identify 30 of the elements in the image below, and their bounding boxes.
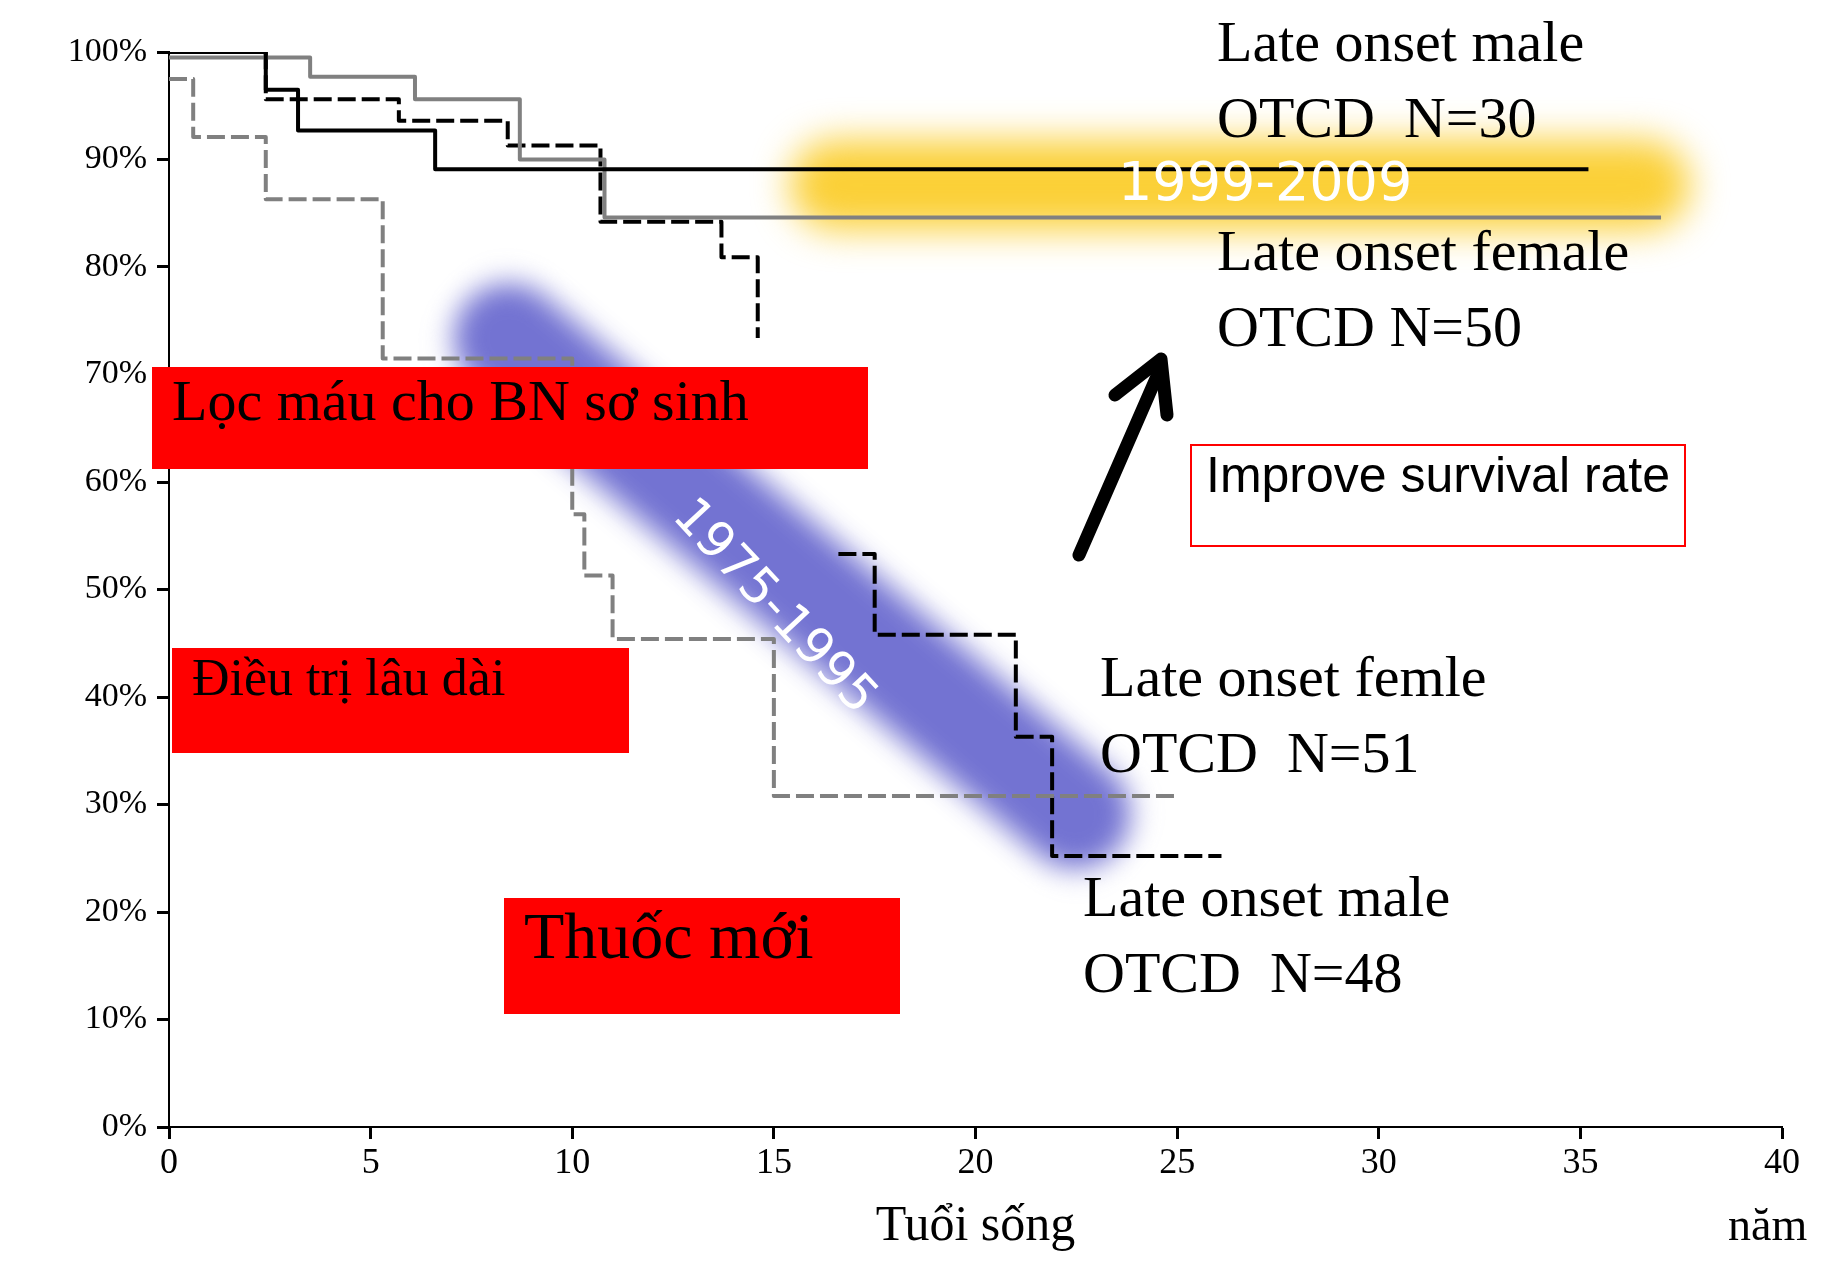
series-label: Late onset femle OTCD N=51 (1100, 644, 1487, 785)
x-axis-title: Tuổi sống (875, 1195, 1076, 1252)
series-label: Late onset male OTCD N=30 (1217, 9, 1585, 150)
x-tick-label: 0 (160, 1141, 178, 1182)
y-tick-label: 30% (84, 783, 147, 821)
x-tick-label: 40 (1764, 1141, 1800, 1182)
y-tick-label: 70% (84, 353, 147, 391)
annotation: Lọc máu cho BN sơ sinh (152, 367, 868, 469)
x-tick-label: 25 (1159, 1141, 1196, 1182)
y-tick-label: 60% (84, 460, 147, 498)
y-tick-label: 0% (101, 1105, 147, 1143)
annotation: Thuốc mới (504, 898, 900, 1014)
x-tick-label: 35 (1562, 1141, 1599, 1182)
y-tick-label: 10% (84, 998, 147, 1036)
x-tick-label: 5 (361, 1141, 380, 1182)
y-tick-label: 90% (84, 138, 147, 176)
annotation: Improve survival rate (1190, 444, 1687, 547)
x-tick-label: 20 (957, 1141, 994, 1182)
x-tick-label: 10 (554, 1141, 591, 1182)
series-label: Late onset male OTCD N=48 (1083, 864, 1451, 1005)
y-tick-label: 100% (67, 30, 147, 68)
y-tick-label: 50% (84, 568, 147, 606)
annotation: Điều trị lâu dài (172, 648, 629, 753)
y-tick-label: 20% (84, 890, 147, 928)
y-tick-label: 40% (84, 675, 147, 713)
series-label: Late onset female OTCD N=50 (1217, 218, 1630, 359)
x-tick-label: 30 (1360, 1141, 1397, 1182)
text: năm (1728, 1198, 1808, 1251)
x-tick-label: 15 (755, 1141, 792, 1182)
y-tick-label: 80% (84, 245, 147, 283)
